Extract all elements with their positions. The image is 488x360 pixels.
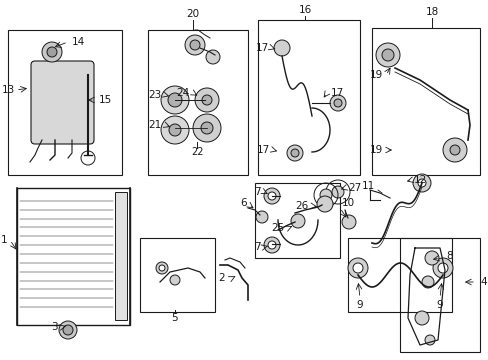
Circle shape <box>341 215 355 229</box>
Circle shape <box>195 88 219 112</box>
Text: 19: 19 <box>368 145 382 155</box>
Circle shape <box>424 335 434 345</box>
Circle shape <box>170 275 180 285</box>
Circle shape <box>63 325 73 335</box>
Circle shape <box>273 40 289 56</box>
Text: 27: 27 <box>347 183 361 193</box>
Text: 10: 10 <box>341 198 354 208</box>
Circle shape <box>264 188 280 204</box>
Circle shape <box>202 95 212 105</box>
Circle shape <box>329 95 346 111</box>
Circle shape <box>161 86 189 114</box>
Text: 4: 4 <box>480 277 487 287</box>
Circle shape <box>331 186 343 198</box>
Text: 5: 5 <box>171 313 178 323</box>
Text: 18: 18 <box>425 7 438 17</box>
Text: 17: 17 <box>330 88 343 98</box>
Circle shape <box>159 265 164 271</box>
Text: 9: 9 <box>356 300 363 310</box>
Circle shape <box>169 124 181 136</box>
Circle shape <box>267 192 275 200</box>
Text: 14: 14 <box>71 37 84 47</box>
Circle shape <box>168 93 182 107</box>
Text: 20: 20 <box>186 9 199 19</box>
Text: 21: 21 <box>148 120 162 130</box>
Circle shape <box>414 311 428 325</box>
Circle shape <box>417 179 425 187</box>
Text: 16: 16 <box>298 5 311 15</box>
Text: 3: 3 <box>51 322 57 332</box>
Circle shape <box>290 214 305 228</box>
Text: 13: 13 <box>1 85 15 95</box>
Text: 7: 7 <box>253 187 260 197</box>
Bar <box>17 188 130 325</box>
Circle shape <box>205 50 220 64</box>
Text: 17: 17 <box>256 145 269 155</box>
Bar <box>399 238 479 352</box>
Circle shape <box>347 258 367 278</box>
Circle shape <box>412 174 430 192</box>
Circle shape <box>437 263 447 273</box>
Circle shape <box>59 321 77 339</box>
Text: 24: 24 <box>176 88 189 98</box>
Circle shape <box>432 258 452 278</box>
Circle shape <box>264 237 280 253</box>
Circle shape <box>267 241 275 249</box>
Text: 22: 22 <box>190 147 203 157</box>
Text: 2: 2 <box>218 273 225 283</box>
Circle shape <box>190 40 200 50</box>
Circle shape <box>319 189 331 201</box>
Circle shape <box>316 196 332 212</box>
Circle shape <box>42 42 62 62</box>
Bar <box>371 28 479 175</box>
Bar <box>8 30 122 175</box>
Circle shape <box>161 116 189 144</box>
Circle shape <box>375 43 399 67</box>
Circle shape <box>256 211 267 223</box>
Bar <box>254 183 339 258</box>
Circle shape <box>290 149 298 157</box>
Circle shape <box>381 49 393 61</box>
Text: 8: 8 <box>446 251 452 261</box>
Circle shape <box>442 138 466 162</box>
Text: 12: 12 <box>412 175 426 185</box>
Circle shape <box>156 262 168 274</box>
Circle shape <box>286 145 303 161</box>
Bar <box>347 238 451 312</box>
Circle shape <box>193 114 221 142</box>
Circle shape <box>352 263 362 273</box>
Text: 23: 23 <box>148 90 162 100</box>
Text: 26: 26 <box>295 201 308 211</box>
Circle shape <box>81 151 95 165</box>
Text: 17: 17 <box>255 43 268 53</box>
Circle shape <box>421 276 433 288</box>
Circle shape <box>424 251 438 265</box>
Text: 25: 25 <box>271 223 284 233</box>
Text: 15: 15 <box>98 95 111 105</box>
Text: 9: 9 <box>436 300 443 310</box>
Bar <box>140 238 215 312</box>
Text: 7: 7 <box>253 242 260 252</box>
Text: 11: 11 <box>361 181 374 191</box>
Circle shape <box>47 47 57 57</box>
Text: 1: 1 <box>0 235 7 245</box>
Text: 6: 6 <box>240 198 247 208</box>
Circle shape <box>333 99 341 107</box>
Circle shape <box>201 122 213 134</box>
Text: 19: 19 <box>368 70 382 80</box>
Bar <box>115 192 127 320</box>
Circle shape <box>184 35 204 55</box>
Circle shape <box>449 145 459 155</box>
Bar <box>258 20 359 175</box>
FancyBboxPatch shape <box>31 61 94 144</box>
Bar <box>148 30 247 175</box>
